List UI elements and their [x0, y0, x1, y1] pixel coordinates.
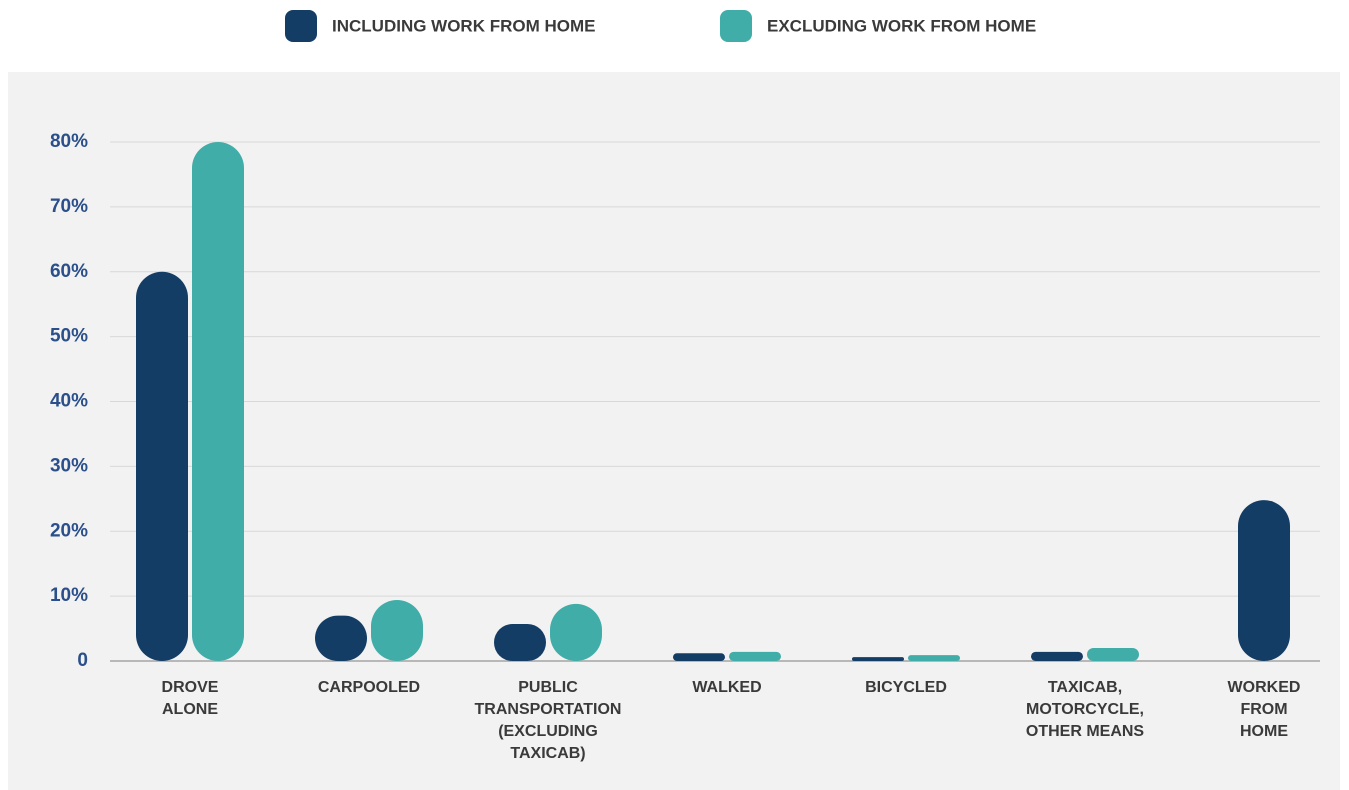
x-tick-label: WORKED FROM HOME	[1227, 679, 1301, 740]
bar	[192, 142, 244, 661]
y-tick-label: 0	[77, 650, 88, 671]
bar	[1087, 648, 1139, 661]
legend-label: INCLUDING WORK FROM HOME	[332, 16, 595, 35]
y-tick-label: 50%	[50, 326, 88, 347]
bar	[494, 624, 546, 661]
x-tick-label: BICYCLED	[865, 679, 947, 696]
x-tick-label: PUBLIC TRANSPORTATION (EXCLUDING TAXICAB…	[474, 679, 622, 762]
bar	[315, 615, 367, 661]
bar	[136, 271, 188, 661]
x-tick-label: WALKED	[692, 679, 762, 696]
y-tick-label: 70%	[50, 196, 88, 217]
x-tick-label: TAXICAB, MOTORCYCLE, OTHER MEANS	[1025, 679, 1145, 740]
bar	[371, 600, 423, 661]
y-tick-label: 30%	[50, 455, 88, 476]
bar	[1031, 651, 1083, 661]
bar	[550, 603, 602, 661]
bar	[908, 655, 960, 661]
bar	[852, 657, 904, 661]
bar	[1238, 500, 1290, 661]
y-tick-label: 20%	[50, 520, 88, 541]
y-tick-label: 10%	[50, 585, 88, 606]
y-tick-label: 80%	[50, 131, 88, 152]
legend-swatch	[285, 10, 317, 42]
legend-label: EXCLUDING WORK FROM HOME	[767, 16, 1036, 35]
y-tick-label: 40%	[50, 391, 88, 412]
legend-swatch	[720, 10, 752, 42]
x-tick-label: DROVE ALONE	[161, 679, 219, 718]
bar	[673, 653, 725, 661]
bar	[729, 651, 781, 661]
x-tick-label: CARPOOLED	[317, 679, 421, 696]
y-tick-label: 60%	[50, 261, 88, 282]
